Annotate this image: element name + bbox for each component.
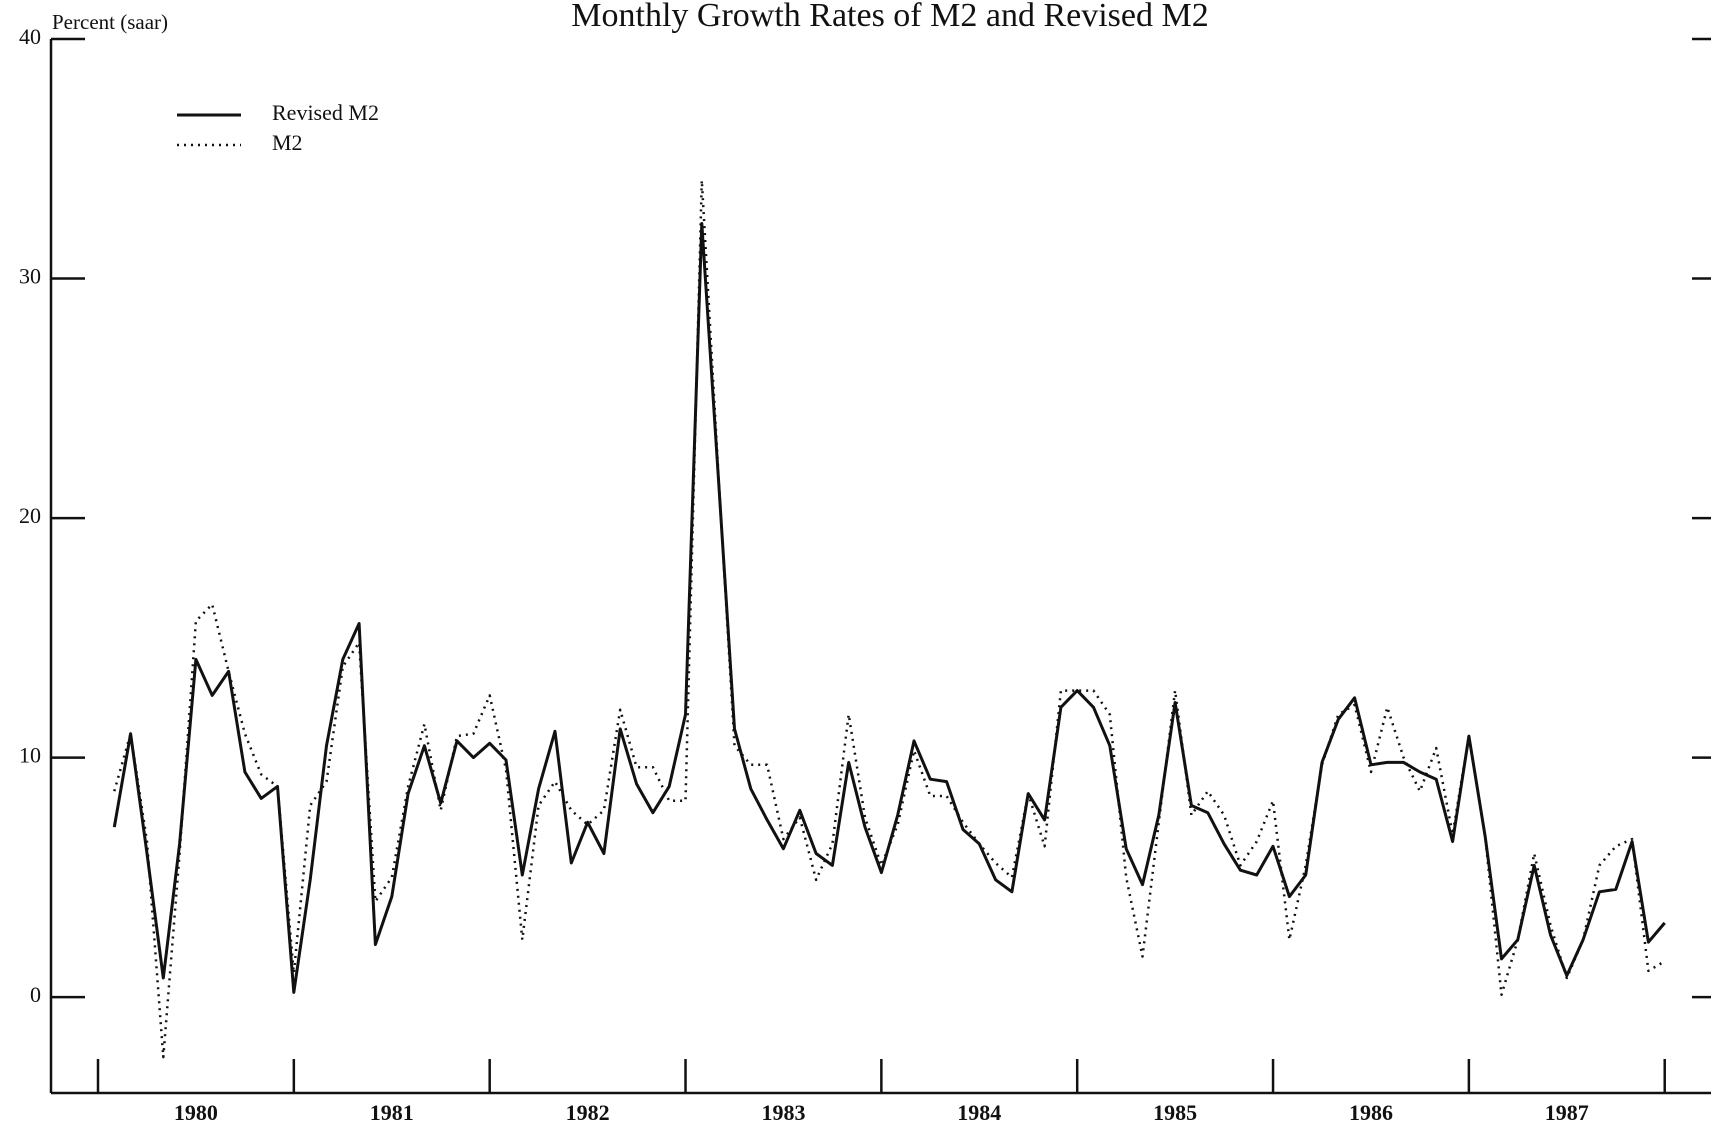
x-tick-label: 1986 [1349,1100,1393,1125]
x-tick-label: 1983 [761,1100,805,1125]
series-line [113,179,1666,1059]
y-tick-label: 20 [19,503,41,528]
y-tick-label: 10 [19,743,41,768]
x-tick-label: 1981 [370,1100,414,1125]
legend-label: M2 [272,130,303,155]
chart-title: Monthly Growth Rates of M2 and Revised M… [571,0,1208,34]
x-tick-label: 1987 [1545,1100,1589,1125]
x-tick-label: 1984 [957,1100,1001,1125]
x-tick-label: 1985 [1153,1100,1197,1125]
series-line [112,222,1666,994]
y-axis-label: Percent (saar) [52,10,168,34]
y-tick-label: 40 [19,24,41,49]
y-tick-label: 0 [30,982,41,1007]
y-tick-label: 30 [19,264,41,289]
x-tick-label: 1982 [566,1100,610,1125]
x-tick-label: 1980 [174,1100,218,1125]
legend-label: Revised M2 [272,100,379,125]
